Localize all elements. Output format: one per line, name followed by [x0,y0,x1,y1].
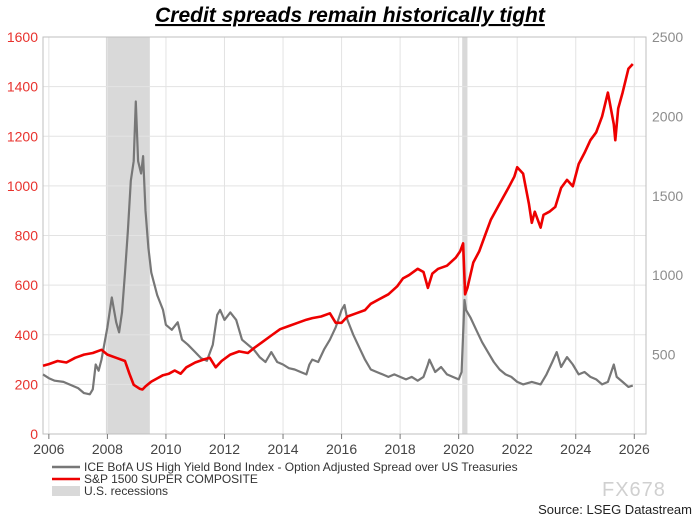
legend: ICE BofA US High Yield Bond Index - Opti… [52,460,518,498]
right-tick-label: 500 [652,347,676,363]
x-tick-label: 2008 [92,441,123,457]
chart-title: Credit spreads remain historically tight [155,4,546,27]
x-tick-label: 2012 [209,441,240,457]
right-axis-ticks: 500 1000 1500 2000 2500 [652,29,683,363]
watermark: FX678 [602,479,666,501]
left-tick-label: 200 [15,376,39,392]
series-line-sp1500 [42,63,634,391]
x-tick-label: 2010 [150,441,181,457]
source-note: Source: LSEG Datastream [538,502,692,517]
x-tick-label: 2006 [33,441,64,457]
left-tick-label: 600 [15,277,39,293]
left-tick-label: 1600 [7,29,38,45]
legend-label: U.S. recessions [84,484,168,498]
grid [43,36,646,435]
x-tick-label: 2020 [443,441,474,457]
legend-label: ICE BofA US High Yield Bond Index - Opti… [84,460,518,474]
right-tick-label: 1000 [652,267,683,283]
series-line-hy-spread [42,100,634,396]
legend-label: S&P 1500 SUPER COMPOSITE [84,472,258,486]
right-tick-label: 2000 [652,108,683,124]
left-tick-label: 1400 [7,79,38,95]
left-tick-label: 1200 [7,128,38,144]
plot-frame [42,36,647,435]
right-tick-label: 2500 [652,29,683,45]
left-tick-label: 0 [30,426,38,442]
x-tick-label: 2016 [326,441,357,457]
series-lines [42,63,634,396]
x-tick-label: 2022 [502,441,533,457]
x-axis-ticks: 2006 2008 2010 2012 2014 2016 2018 2020 2022 2024… [33,434,650,457]
x-tick-label: 2018 [385,441,416,457]
x-tick-label: 2014 [267,441,298,457]
right-tick-label: 1500 [652,188,683,204]
x-tick-label: 2026 [619,441,650,457]
x-tick-label: 2024 [560,441,591,457]
left-tick-label: 800 [15,228,39,244]
left-axis-ticks: 0 200 400 600 800 1000 1200 1400 1600 [7,29,38,442]
legend-swatch [52,486,80,496]
left-tick-label: 400 [15,327,39,343]
left-tick-label: 1000 [7,178,38,194]
